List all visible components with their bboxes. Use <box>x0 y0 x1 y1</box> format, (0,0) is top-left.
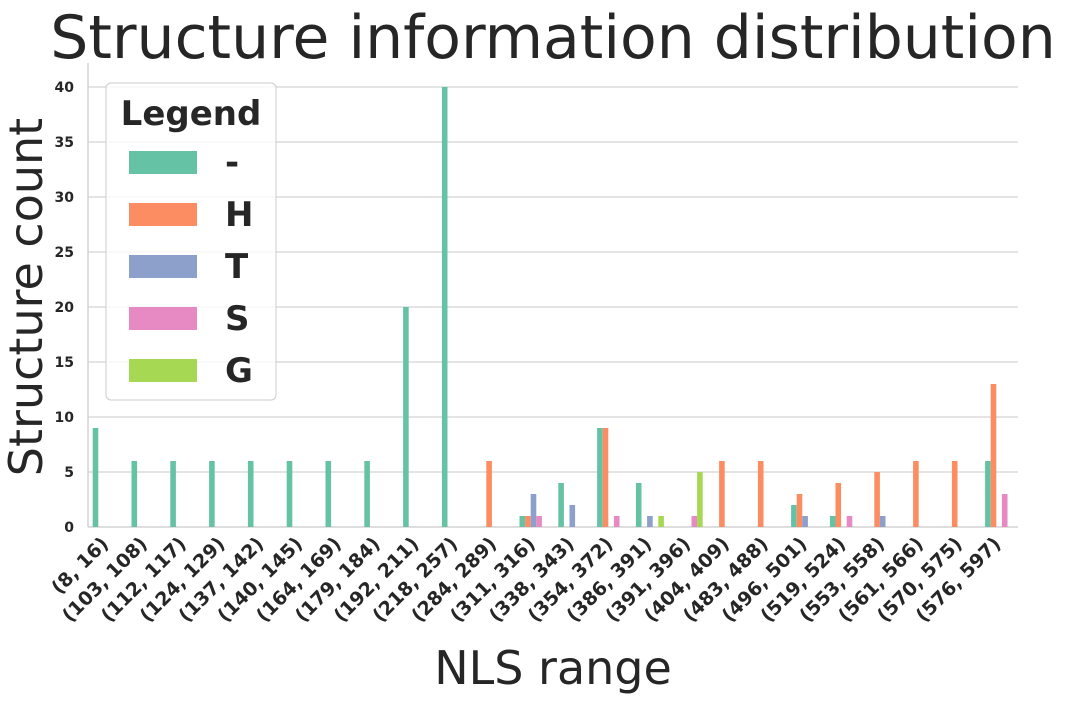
bar-dash-12 <box>558 483 564 527</box>
bar-dash-3 <box>209 461 215 527</box>
y-tick-label: 30 <box>55 190 75 206</box>
legend-swatch <box>129 307 197 330</box>
bar-dash-23 <box>985 461 991 527</box>
bar-s-13 <box>613 516 620 527</box>
y-tick-label: 15 <box>55 355 74 371</box>
bar-s-11 <box>536 516 542 527</box>
bar-h-11 <box>525 516 531 527</box>
legend-swatch <box>129 203 197 226</box>
bar-g-15 <box>697 472 703 527</box>
axes <box>87 63 1018 528</box>
chart-title: Structure information distribution <box>50 3 1055 73</box>
bar-h-23 <box>990 384 997 527</box>
bar-dash-19 <box>829 516 836 527</box>
bar-dash-14 <box>635 483 642 527</box>
bar-h-17 <box>757 461 764 527</box>
bar-dash-5 <box>286 461 293 527</box>
bar-h-21 <box>913 461 919 527</box>
legend-swatch <box>129 255 197 278</box>
legend-label: G <box>225 351 253 391</box>
legend-label: - <box>225 143 239 183</box>
bar-dash-6 <box>325 461 332 527</box>
y-tick-label: 5 <box>64 465 74 481</box>
bar-g-14 <box>658 516 664 527</box>
x-axis-label: NLS range <box>434 641 672 695</box>
y-tick-label: 35 <box>55 135 74 151</box>
bar-h-13 <box>602 428 609 527</box>
bar-t-11 <box>530 494 537 527</box>
bar-h-22 <box>951 461 958 527</box>
y-tick-label: 10 <box>55 410 75 426</box>
bar-h-18 <box>796 494 803 527</box>
bar-dash-13 <box>597 428 603 527</box>
bar-s-15 <box>691 516 698 527</box>
bar-dash-1 <box>131 461 138 527</box>
bar-t-12 <box>569 505 576 527</box>
y-tick-label: 40 <box>55 80 75 96</box>
legend-label: T <box>225 247 249 287</box>
bar-h-16 <box>719 461 725 527</box>
y-tick-label: 20 <box>55 300 75 316</box>
y-tick-label: 0 <box>64 520 74 536</box>
bar-s-23 <box>1001 494 1008 527</box>
bar-dash-8 <box>403 307 409 527</box>
bar-t-18 <box>802 516 808 527</box>
legend-swatch <box>129 151 197 174</box>
bar-dash-18 <box>791 505 797 527</box>
bar-dash-9 <box>441 87 448 527</box>
y-tick-label: 25 <box>55 245 74 261</box>
legend-label: H <box>225 195 253 235</box>
legend-title: Legend <box>121 94 262 134</box>
bar-h-10 <box>486 461 492 527</box>
bars <box>92 87 1008 527</box>
bar-dash-2 <box>170 461 176 527</box>
bar-dash-7 <box>364 461 370 527</box>
legend-swatch <box>129 359 197 382</box>
bar-h-19 <box>835 483 842 527</box>
bar-t-20 <box>879 516 886 527</box>
y-ticks: 0 5 10 15 20 25 30 35 40 <box>55 80 75 536</box>
legend-label: S <box>225 299 250 339</box>
bar-s-19 <box>846 516 853 527</box>
x-ticks: (8, 16)(103, 108)(112, 117)(124, 129)(13… <box>47 533 1005 627</box>
bar-t-14 <box>647 516 653 527</box>
bar-dash-11 <box>519 516 526 527</box>
bar-h-20 <box>874 472 880 527</box>
bar-dash-4 <box>247 461 254 527</box>
y-axis-label: Structure count <box>0 118 53 476</box>
bar-dash-0 <box>92 428 99 527</box>
